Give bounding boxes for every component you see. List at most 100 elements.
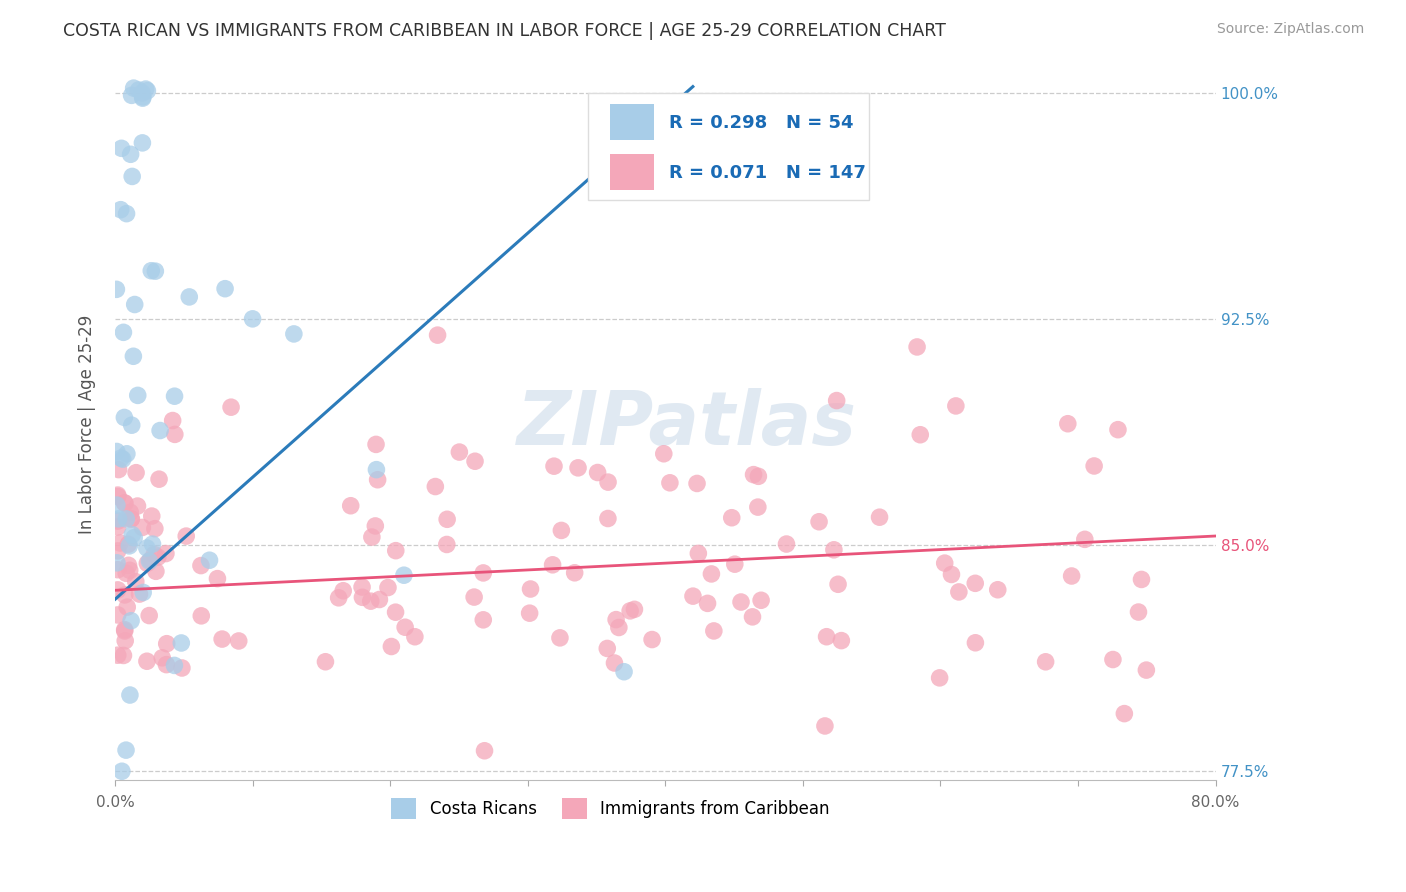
Point xyxy=(228,634,250,648)
Point xyxy=(652,447,675,461)
Point xyxy=(474,744,496,758)
Point xyxy=(384,605,406,619)
Point xyxy=(747,500,769,515)
Point xyxy=(910,427,932,442)
Point xyxy=(742,467,765,482)
Point xyxy=(367,473,389,487)
Point xyxy=(1107,423,1129,437)
Point xyxy=(131,520,153,534)
Point xyxy=(131,91,153,105)
Point xyxy=(128,83,150,97)
Point xyxy=(105,498,128,512)
Point xyxy=(463,590,485,604)
Point xyxy=(120,147,142,161)
Point xyxy=(118,688,141,702)
Point xyxy=(314,655,336,669)
Point xyxy=(941,567,963,582)
Point xyxy=(613,665,636,679)
Point xyxy=(449,445,471,459)
Point xyxy=(118,539,141,553)
Point xyxy=(131,136,153,150)
Point xyxy=(965,576,987,591)
Point xyxy=(242,311,264,326)
Text: R = 0.071   N = 147: R = 0.071 N = 147 xyxy=(669,164,866,182)
Point xyxy=(384,543,406,558)
Point xyxy=(114,633,136,648)
Point xyxy=(179,290,201,304)
Point xyxy=(1056,417,1078,431)
FancyBboxPatch shape xyxy=(610,104,654,140)
Point xyxy=(869,510,891,524)
Point xyxy=(125,574,148,589)
Point xyxy=(121,527,143,541)
Point xyxy=(114,588,136,602)
Point xyxy=(703,624,725,638)
Point xyxy=(364,437,387,451)
Point xyxy=(700,566,723,581)
Point xyxy=(127,388,149,402)
Point xyxy=(131,86,153,100)
Point xyxy=(135,82,157,96)
Point xyxy=(190,608,212,623)
Point xyxy=(115,447,138,461)
Point xyxy=(1114,706,1136,721)
Point xyxy=(127,499,149,513)
Point xyxy=(110,141,132,155)
Point xyxy=(619,604,641,618)
Point xyxy=(366,463,388,477)
Text: 80.0%: 80.0% xyxy=(1191,796,1240,810)
Point xyxy=(107,582,129,597)
Point xyxy=(283,326,305,341)
Point xyxy=(724,557,747,571)
Point xyxy=(603,656,626,670)
Point xyxy=(543,459,565,474)
Point xyxy=(170,636,193,650)
Point xyxy=(121,169,143,184)
Point xyxy=(211,632,233,646)
Point xyxy=(827,577,849,591)
Point xyxy=(107,462,129,476)
Point xyxy=(148,472,170,486)
Point xyxy=(688,546,710,560)
Point xyxy=(550,524,572,538)
Point xyxy=(115,512,138,526)
Point xyxy=(139,553,162,567)
Point xyxy=(948,585,970,599)
Point xyxy=(436,537,458,551)
Point xyxy=(150,650,173,665)
Point xyxy=(120,505,142,519)
Point xyxy=(198,553,221,567)
Point xyxy=(121,88,143,103)
Point xyxy=(605,613,627,627)
Point xyxy=(107,563,129,577)
Point xyxy=(380,640,402,654)
Point xyxy=(207,572,229,586)
Point xyxy=(107,512,129,526)
Point xyxy=(122,349,145,363)
Text: ZIPatlas: ZIPatlas xyxy=(517,388,858,461)
Point xyxy=(138,608,160,623)
Point xyxy=(1074,533,1097,547)
Point xyxy=(596,511,619,525)
Point xyxy=(328,591,350,605)
Point xyxy=(190,558,212,573)
Point xyxy=(114,623,136,637)
Point xyxy=(121,418,143,433)
Point xyxy=(120,512,142,526)
Text: COSTA RICAN VS IMMIGRANTS FROM CARIBBEAN IN LABOR FORCE | AGE 25-29 CORRELATION : COSTA RICAN VS IMMIGRANTS FROM CARIBBEAN… xyxy=(63,22,946,40)
Point xyxy=(934,556,956,570)
Point xyxy=(111,452,134,467)
Point xyxy=(377,581,399,595)
Point xyxy=(519,606,541,620)
Point xyxy=(107,607,129,622)
Point xyxy=(436,512,458,526)
Point xyxy=(115,743,138,757)
Point xyxy=(155,657,177,672)
Point xyxy=(825,393,848,408)
Point xyxy=(149,424,172,438)
Point xyxy=(128,587,150,601)
Point xyxy=(928,671,950,685)
Point xyxy=(775,537,797,551)
Point xyxy=(117,558,139,573)
Point xyxy=(141,264,163,278)
